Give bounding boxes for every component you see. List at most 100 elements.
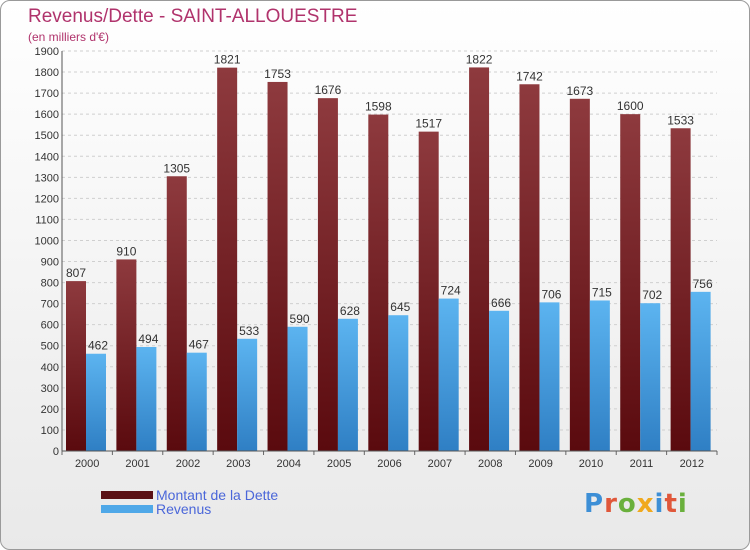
bar-revenue xyxy=(136,347,157,451)
data-label-debt: 1600 xyxy=(617,99,644,113)
data-label-debt: 1742 xyxy=(516,69,543,83)
data-label-debt: 1822 xyxy=(466,52,493,66)
x-tick-label: 2001 xyxy=(125,458,149,470)
y-tick-label: 0 xyxy=(53,446,59,458)
bar-debt xyxy=(469,67,490,451)
bar-debt xyxy=(217,67,238,451)
bar-revenue xyxy=(186,352,207,451)
x-tick-label: 2011 xyxy=(630,458,654,470)
x-tick-label: 2012 xyxy=(680,458,704,470)
data-label-debt: 807 xyxy=(66,266,86,280)
bar-debt xyxy=(267,81,288,452)
bar-debt xyxy=(116,259,137,451)
logo-letter: o xyxy=(617,489,637,519)
y-tick-label: 800 xyxy=(41,278,59,290)
y-tick-label: 900 xyxy=(41,257,59,269)
bar-revenue xyxy=(640,303,661,451)
y-tick-label: 1900 xyxy=(35,46,59,58)
legend-label-revenue: Revenus xyxy=(156,501,212,517)
data-label-revenue: 702 xyxy=(642,288,662,302)
legend-label-debt: Montant de la Dette xyxy=(156,487,279,503)
x-tick-label: 2010 xyxy=(579,458,603,470)
logo-letter: r xyxy=(604,489,618,519)
x-tick-label: 2002 xyxy=(176,458,200,470)
x-tick-label: 2004 xyxy=(276,458,300,470)
y-tick-label: 1400 xyxy=(35,151,59,163)
data-label-revenue: 645 xyxy=(390,300,410,314)
proxiti-logo: Proxiti xyxy=(584,489,688,519)
y-tick-label: 600 xyxy=(41,320,59,332)
bar-debt xyxy=(317,98,338,451)
logo-letter: x xyxy=(636,489,655,519)
logo-letter: P xyxy=(584,489,605,519)
data-label-revenue: 666 xyxy=(491,296,511,310)
data-label-debt: 1533 xyxy=(667,113,694,127)
bar-debt xyxy=(166,176,187,451)
x-tick-label: 2003 xyxy=(226,458,250,470)
data-label-debt: 1821 xyxy=(214,53,241,67)
bar-debt xyxy=(519,84,540,452)
bar-revenue xyxy=(489,310,510,451)
bar-revenue xyxy=(86,353,106,451)
x-tick-label: 2000 xyxy=(75,458,99,470)
chart-subtitle: (en milliers d'€) xyxy=(28,30,109,44)
data-label-revenue: 462 xyxy=(88,339,108,353)
y-tick-label: 1800 xyxy=(35,67,59,79)
x-tick-label: 2008 xyxy=(478,458,502,470)
bar-debt xyxy=(66,281,86,451)
chart-title: Revenus/Dette - SAINT-ALLOUESTRE xyxy=(28,6,358,27)
bar-debt xyxy=(670,128,691,451)
y-tick-label: 1700 xyxy=(35,88,59,100)
data-label-debt: 1673 xyxy=(566,84,593,98)
data-label-revenue: 715 xyxy=(592,285,612,299)
data-label-debt: 1598 xyxy=(365,100,392,114)
x-tick-label: 2006 xyxy=(377,458,401,470)
data-label-revenue: 724 xyxy=(441,284,461,298)
bar-debt xyxy=(569,98,590,451)
bar-revenue xyxy=(690,291,711,451)
y-tick-label: 1200 xyxy=(35,193,59,205)
x-tick-label: 2005 xyxy=(327,458,351,470)
data-label-debt: 910 xyxy=(116,244,136,258)
data-label-revenue: 467 xyxy=(189,338,209,352)
data-label-revenue: 533 xyxy=(239,324,259,338)
x-tick-label: 2007 xyxy=(428,458,452,470)
legend-swatch-revenue xyxy=(101,505,153,513)
y-tick-label: 300 xyxy=(41,383,59,395)
bar-revenue xyxy=(539,302,560,451)
y-tick-label: 1500 xyxy=(35,130,59,142)
y-tick-label: 1300 xyxy=(35,172,59,184)
bar-revenue xyxy=(287,326,308,451)
data-label-debt: 1305 xyxy=(163,161,190,175)
bar-revenue xyxy=(388,315,409,451)
data-label-debt: 1753 xyxy=(264,67,291,81)
data-label-debt: 1676 xyxy=(315,83,342,97)
legend-swatch-debt xyxy=(101,491,153,499)
bar-debt xyxy=(620,114,641,451)
bar-revenue xyxy=(237,338,258,451)
bar-revenue xyxy=(438,298,459,451)
legend-item-debt: Montant de la Dette xyxy=(101,487,278,503)
y-tick-label: 1100 xyxy=(35,214,59,226)
bar-revenue xyxy=(589,300,610,451)
data-label-debt: 1517 xyxy=(415,117,442,131)
data-label-revenue: 590 xyxy=(290,312,310,326)
y-tick-label: 100 xyxy=(41,425,59,437)
y-tick-label: 200 xyxy=(41,404,59,416)
y-tick-label: 400 xyxy=(41,362,59,374)
bar-debt xyxy=(368,114,389,451)
y-tick-label: 1600 xyxy=(35,109,59,121)
bar-revenue xyxy=(337,318,358,451)
legend-item-revenue: Revenus xyxy=(101,501,211,517)
logo-letter: i xyxy=(654,489,665,519)
data-label-revenue: 756 xyxy=(693,277,713,291)
data-label-revenue: 706 xyxy=(541,287,561,301)
y-tick-label: 500 xyxy=(41,341,59,353)
logo-letter: t xyxy=(664,489,678,519)
data-label-revenue: 628 xyxy=(340,304,360,318)
y-tick-label: 1000 xyxy=(35,235,59,247)
y-tick-label: 700 xyxy=(41,299,59,311)
data-label-revenue: 494 xyxy=(138,332,158,346)
